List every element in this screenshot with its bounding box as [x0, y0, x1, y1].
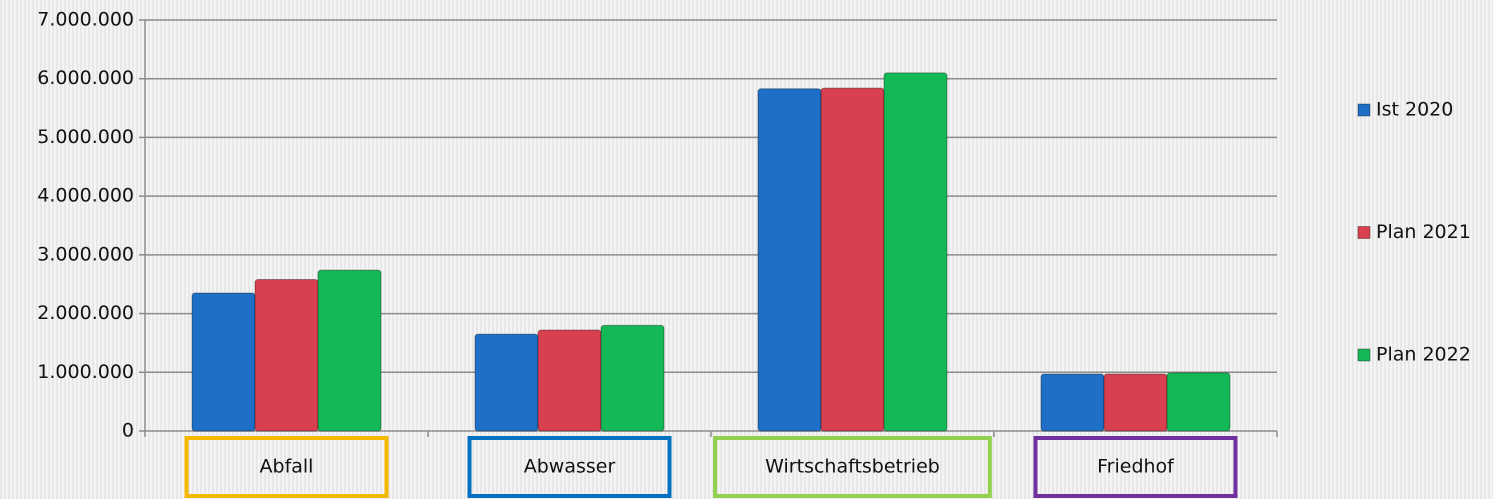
legend-label: Ist 2020	[1376, 99, 1453, 121]
y-tick-label: 5.000.000	[37, 126, 134, 148]
y-tick-label: 2.000.000	[37, 302, 134, 324]
bar	[254, 279, 319, 432]
x-tick-label: Friedhof	[1097, 456, 1175, 478]
y-tick-label: 1.000.000	[37, 361, 134, 383]
x-tick-label: Abwasser	[524, 456, 616, 478]
x-tick-label: Wirtschaftsbetrieb	[765, 456, 940, 478]
bar	[820, 87, 885, 432]
y-tick-label: 3.000.000	[37, 243, 134, 265]
bar	[1166, 372, 1231, 432]
category-box	[1033, 436, 1238, 498]
bar	[191, 292, 256, 432]
bar	[600, 324, 665, 432]
bar	[1103, 373, 1168, 432]
legend-label: Plan 2021	[1376, 221, 1471, 243]
bar	[317, 269, 382, 432]
legend-label: Plan 2022	[1376, 344, 1471, 366]
category-box	[184, 436, 389, 498]
y-tick-label: 6.000.000	[37, 67, 134, 89]
category-box	[467, 436, 672, 498]
bar	[883, 72, 948, 432]
y-tick-label: 7.000.000	[37, 9, 134, 31]
x-tick-label: Abfall	[260, 456, 314, 478]
legend-swatch	[1357, 103, 1371, 117]
legend-swatch	[1357, 348, 1371, 362]
bar	[474, 333, 539, 432]
bar	[757, 88, 822, 432]
category-box	[713, 436, 992, 498]
bar	[537, 329, 602, 432]
legend-swatch	[1357, 226, 1371, 239]
bar	[1040, 373, 1105, 432]
y-tick-label: 4.000.000	[37, 185, 134, 207]
y-tick-label: 0	[122, 420, 134, 442]
